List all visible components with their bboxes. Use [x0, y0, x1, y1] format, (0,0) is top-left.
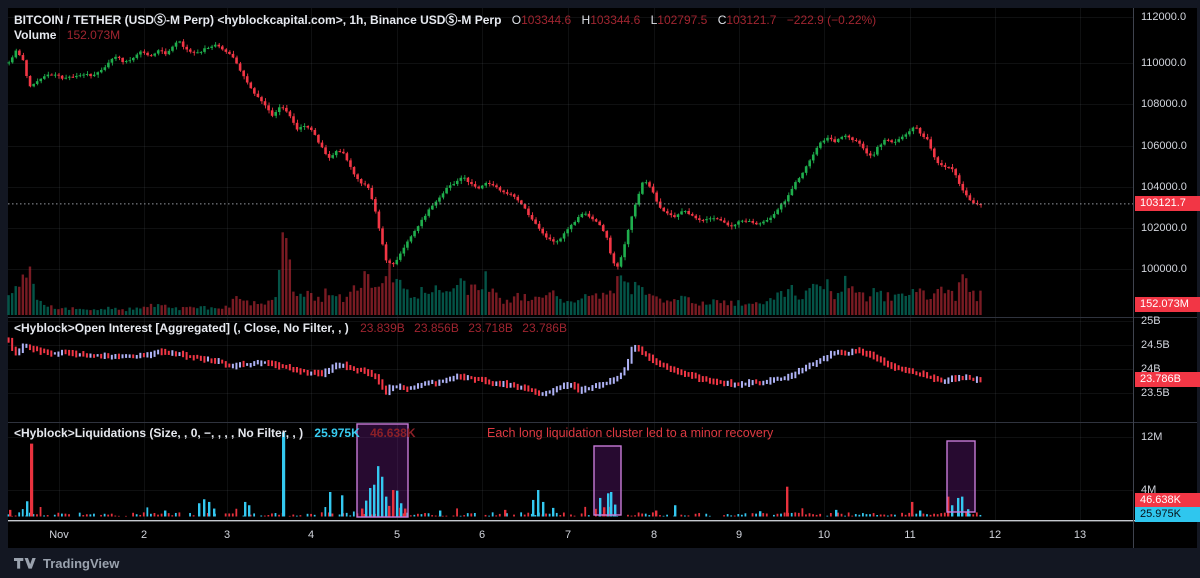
- time-tick-label: 3: [223, 529, 231, 541]
- ohlc-low-value: 102797.5: [657, 13, 708, 27]
- tradingview-logo-icon: [14, 558, 36, 569]
- time-tick-label: 6: [478, 529, 486, 541]
- symbol-title: BITCOIN / TETHER (USDⓈ-M Perp) <hyblockc…: [14, 13, 502, 27]
- price-tick-label: 100000.0: [1141, 263, 1187, 275]
- ohlc-low-label: L: [650, 13, 658, 27]
- liq-long-value: 25.975K: [314, 426, 360, 440]
- time-tick-label: Nov: [49, 529, 69, 541]
- time-tick-label: 4: [307, 529, 315, 541]
- volume-tag: 152.073M: [1135, 297, 1200, 312]
- ohlc-close-value: 103121.7: [726, 13, 777, 27]
- price-tick-label: 106000.0: [1141, 140, 1187, 152]
- open-interest-legend[interactable]: <Hyblock>Open Interest [Aggregated] (, C…: [14, 321, 567, 335]
- symbol-legend[interactable]: BITCOIN / TETHER (USDⓈ-M Perp) <hyblockc…: [14, 11, 876, 28]
- ohlc-high-label: H: [581, 13, 591, 27]
- liq-tick-label: 12M: [1141, 431, 1163, 443]
- ohlc-open-value: 103344.6: [521, 13, 572, 27]
- volume-label: Volume: [14, 28, 57, 42]
- oi-low-value: 23.718B: [468, 321, 513, 335]
- oi-close-value: 23.786B: [522, 321, 567, 335]
- time-tick-label: 13: [1073, 529, 1087, 541]
- open-interest-tag: 23.786B: [1135, 372, 1200, 387]
- ohlc-open-label: O: [511, 13, 522, 27]
- open-interest-label: <Hyblock>Open Interest [Aggregated] (, C…: [14, 321, 349, 335]
- ohlc-high-value: 103344.6: [590, 13, 641, 27]
- time-tick-label: 8: [650, 529, 658, 541]
- price-change: −222.9 (−0.22%): [786, 13, 877, 27]
- liquidations-legend[interactable]: <Hyblock>Liquidations (Size, , 0, −, , ,…: [14, 426, 416, 440]
- liq-short-value: 46.638K: [370, 426, 416, 440]
- time-tick-label: 2: [140, 529, 148, 541]
- volume-legend[interactable]: Volume 152.073M: [14, 28, 120, 42]
- price-tick-label: 104000.0: [1141, 181, 1187, 193]
- oi-tick-label: 24.5B: [1141, 339, 1170, 351]
- ohlc-close-label: C: [717, 13, 727, 27]
- time-tick-label: 9: [735, 529, 743, 541]
- liq-long-tag: 25.975K: [1135, 507, 1200, 522]
- liquidations-label: <Hyblock>Liquidations (Size, , 0, −, , ,…: [14, 426, 304, 440]
- price-tick-label: 110000.0: [1141, 57, 1187, 69]
- time-tick-label: 5: [393, 529, 401, 541]
- tradingview-watermark-label: TradingView: [43, 556, 120, 571]
- oi-tick-label: 25B: [1141, 315, 1161, 327]
- time-tick-label: 7: [564, 529, 572, 541]
- liq-short-tag: 46.638K: [1135, 493, 1200, 508]
- annotation-text[interactable]: Each long liquidation cluster led to a m…: [487, 426, 774, 440]
- tradingview-watermark[interactable]: TradingView: [14, 556, 119, 571]
- volume-value: 152.073M: [66, 28, 121, 42]
- time-tick-label: 12: [988, 529, 1002, 541]
- time-tick-label: 10: [817, 529, 831, 541]
- time-tick-label: 11: [904, 529, 916, 541]
- price-tick-label: 102000.0: [1141, 222, 1187, 234]
- last-price-tag: 103121.7: [1135, 196, 1200, 211]
- oi-high-value: 23.856B: [414, 321, 459, 335]
- oi-open-value: 23.839B: [360, 321, 405, 335]
- price-tick-label: 112000.0: [1141, 11, 1187, 23]
- oi-tick-label: 23.5B: [1141, 387, 1170, 399]
- price-tick-label: 108000.0: [1141, 98, 1187, 110]
